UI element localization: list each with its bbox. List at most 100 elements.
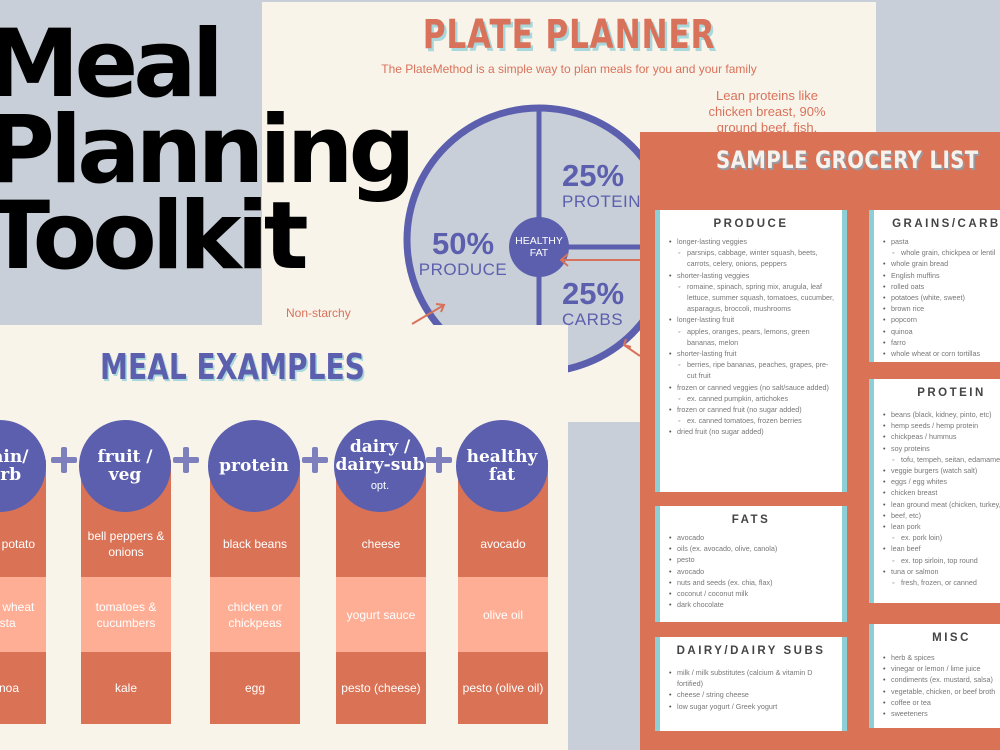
produce-section: 50% PRODUCE bbox=[418, 228, 508, 280]
misc-heading: MISC bbox=[932, 632, 971, 644]
produce-heading: PRODUCE bbox=[713, 218, 789, 230]
meal-cell: yogurt sauce bbox=[336, 577, 426, 652]
plate-planner-subtitle: The PlateMethod is a simple way to plan … bbox=[381, 62, 757, 76]
toolkit-title: Meal Planning Toolkit bbox=[0, 10, 416, 284]
header-line-1: grain/ bbox=[0, 447, 29, 467]
column-cells: sweet potato whole wheat pasta quinoa bbox=[0, 460, 46, 724]
list-item: frozen or canned veggies (no salt/sauce … bbox=[668, 382, 834, 393]
grains-list: pasta whole grain, chickpea or lentil wh… bbox=[882, 236, 1000, 359]
list-item: beans (black, kidney, pinto, etc) bbox=[882, 409, 1000, 420]
produce-label: PRODUCE bbox=[418, 260, 508, 279]
list-item: apples, oranges, pears, lemons, green ba… bbox=[668, 326, 834, 348]
list-item: pesto bbox=[668, 554, 834, 565]
header-line-2: dairy-sub bbox=[335, 454, 425, 475]
list-item: brown rice bbox=[882, 303, 1000, 314]
dairy-card: DAIRY/DAIRY SUBS milk / milk substitutes… bbox=[655, 637, 847, 731]
list-item: lean beef bbox=[882, 543, 1000, 554]
list-item: chicken breast bbox=[882, 487, 1000, 498]
header-line-1: healthy bbox=[466, 447, 538, 467]
list-item: low sugar yogurt / Greek yogurt bbox=[668, 701, 834, 712]
list-item: longer-lasting fruit bbox=[668, 314, 834, 325]
meal-cell: pesto (olive oil) bbox=[458, 652, 548, 724]
title-line-2: Planning bbox=[0, 96, 416, 205]
list-item: potatoes (white, sweet) bbox=[882, 292, 1000, 303]
meal-cell: olive oil bbox=[458, 577, 548, 652]
list-item: ex. top sirloin, top round bbox=[882, 555, 1000, 566]
meal-cell: kale bbox=[81, 652, 171, 724]
list-item: whole wheat or corn tortillas bbox=[882, 348, 1000, 359]
list-item: dried fruit (no sugar added) bbox=[668, 426, 834, 437]
column-header-circle: fruit / veg bbox=[79, 420, 171, 512]
plus-icon bbox=[173, 447, 199, 473]
healthy-fat-center: HEALTHY FAT bbox=[509, 235, 569, 259]
grains-heading: GRAINS/CARBS bbox=[892, 218, 1000, 230]
list-item: shorter-lasting fruit bbox=[668, 348, 834, 359]
carbs-section: 25% CARBS bbox=[562, 278, 624, 330]
list-item: vinegar or lemon / lime juice bbox=[882, 663, 1000, 674]
list-item: pasta bbox=[882, 236, 1000, 247]
list-item: sweeteners bbox=[882, 708, 1000, 719]
fats-card: FATS avocado oils (ex. avocado, olive, c… bbox=[655, 506, 847, 622]
optional-label: opt. bbox=[370, 479, 390, 492]
grocery-list-panel: SAMPLE GROCERY LIST PRODUCE longer-lasti… bbox=[640, 132, 1000, 750]
meal-examples-title: MEAL EXAMPLES bbox=[100, 347, 365, 388]
list-item: eggs / egg whites bbox=[882, 476, 1000, 487]
dairy-heading: DAIRY/DAIRY SUBS bbox=[676, 645, 826, 657]
list-item: longer-lasting veggies bbox=[668, 236, 834, 247]
list-item: parsnips, cabbage, winter squash, beets,… bbox=[668, 247, 834, 269]
protein-label: PROTEIN bbox=[562, 192, 642, 211]
list-item: shorter-lasting veggies bbox=[668, 270, 834, 281]
protein-note: Lean proteins like chicken breast, 90% g… bbox=[708, 88, 826, 135]
header-line-2: carb bbox=[0, 465, 22, 485]
list-item: quinoa bbox=[882, 326, 1000, 337]
column-header-circle: healthy fat bbox=[456, 420, 548, 512]
list-item: whole grain bread bbox=[882, 258, 1000, 269]
dairy-list: milk / milk substitutes (calcium & vitam… bbox=[668, 667, 834, 712]
list-item: berries, ripe bananas, peaches, grapes, … bbox=[668, 359, 834, 381]
list-item: veggie burgers (watch salt) bbox=[882, 465, 1000, 476]
carbs-percent: 25% bbox=[562, 276, 625, 311]
list-item: dark chocolate bbox=[668, 599, 834, 610]
meal-cell: pesto (cheese) bbox=[336, 652, 426, 724]
list-item: tofu, tempeh, seitan, edamame bbox=[882, 454, 1000, 465]
plus-icon bbox=[426, 447, 452, 473]
header-line-2: fat bbox=[488, 465, 516, 485]
list-item: popcorn bbox=[882, 314, 1000, 325]
list-item: fresh, frozen, or canned bbox=[882, 577, 1000, 588]
meal-cell: egg bbox=[210, 652, 300, 724]
list-item: avocado bbox=[668, 532, 834, 543]
produce-percent: 50% bbox=[431, 226, 495, 261]
list-item: cheese / string cheese bbox=[668, 689, 834, 700]
plate-planner-title: PLATE PLANNER bbox=[422, 12, 716, 58]
meal-cell: tomatoes & cucumbers bbox=[81, 577, 171, 652]
plus-icon bbox=[302, 447, 328, 473]
grocery-list-title: SAMPLE GROCERY LIST bbox=[716, 146, 979, 174]
protein-heading: PROTEIN bbox=[917, 387, 986, 399]
misc-list: herb & spices vinegar or lemon / lime ju… bbox=[882, 652, 1000, 719]
list-item: milk / milk substitutes (calcium & vitam… bbox=[668, 667, 834, 689]
list-item: nuts and seeds (ex. chia, flax) bbox=[668, 577, 834, 588]
healthy-fat-line-1: HEALTHY bbox=[515, 235, 563, 247]
produce-note: Non-starchy bbox=[286, 306, 351, 320]
produce-list: longer-lasting veggies parsnips, cabbage… bbox=[668, 236, 834, 438]
title-line-1: Meal bbox=[0, 10, 224, 119]
list-item: rolled oats bbox=[882, 281, 1000, 292]
list-item: tuna or salmon bbox=[882, 566, 1000, 577]
list-item: hemp seeds / hemp protein bbox=[882, 420, 1000, 431]
list-item: whole grain, chickpea or lentil bbox=[882, 247, 1000, 258]
list-item: lean ground meat (chicken, turkey, bbox=[882, 499, 1000, 510]
header-line-1: dairy / bbox=[349, 436, 411, 457]
protein-list: beans (black, kidney, pinto, etc) hemp s… bbox=[882, 409, 1000, 588]
list-item: coconut / coconut milk bbox=[668, 588, 834, 599]
list-item: romaine, spinach, spring mix, arugula, l… bbox=[668, 281, 834, 315]
plus-icon bbox=[51, 447, 77, 473]
carbs-label: CARBS bbox=[562, 310, 624, 329]
list-item: coffee or tea bbox=[882, 697, 1000, 708]
produce-card: PRODUCE longer-lasting veggies parsnips,… bbox=[655, 210, 847, 492]
column-header-circle: protein bbox=[208, 420, 300, 512]
grains-card: GRAINS/CARBS pasta whole grain, chickpea… bbox=[869, 210, 1000, 362]
header-line-1: protein bbox=[219, 456, 289, 476]
list-item: frozen or canned fruit (no sugar added) bbox=[668, 404, 834, 415]
header-line-2: veg bbox=[108, 465, 142, 485]
list-item: lean pork bbox=[882, 521, 1000, 532]
